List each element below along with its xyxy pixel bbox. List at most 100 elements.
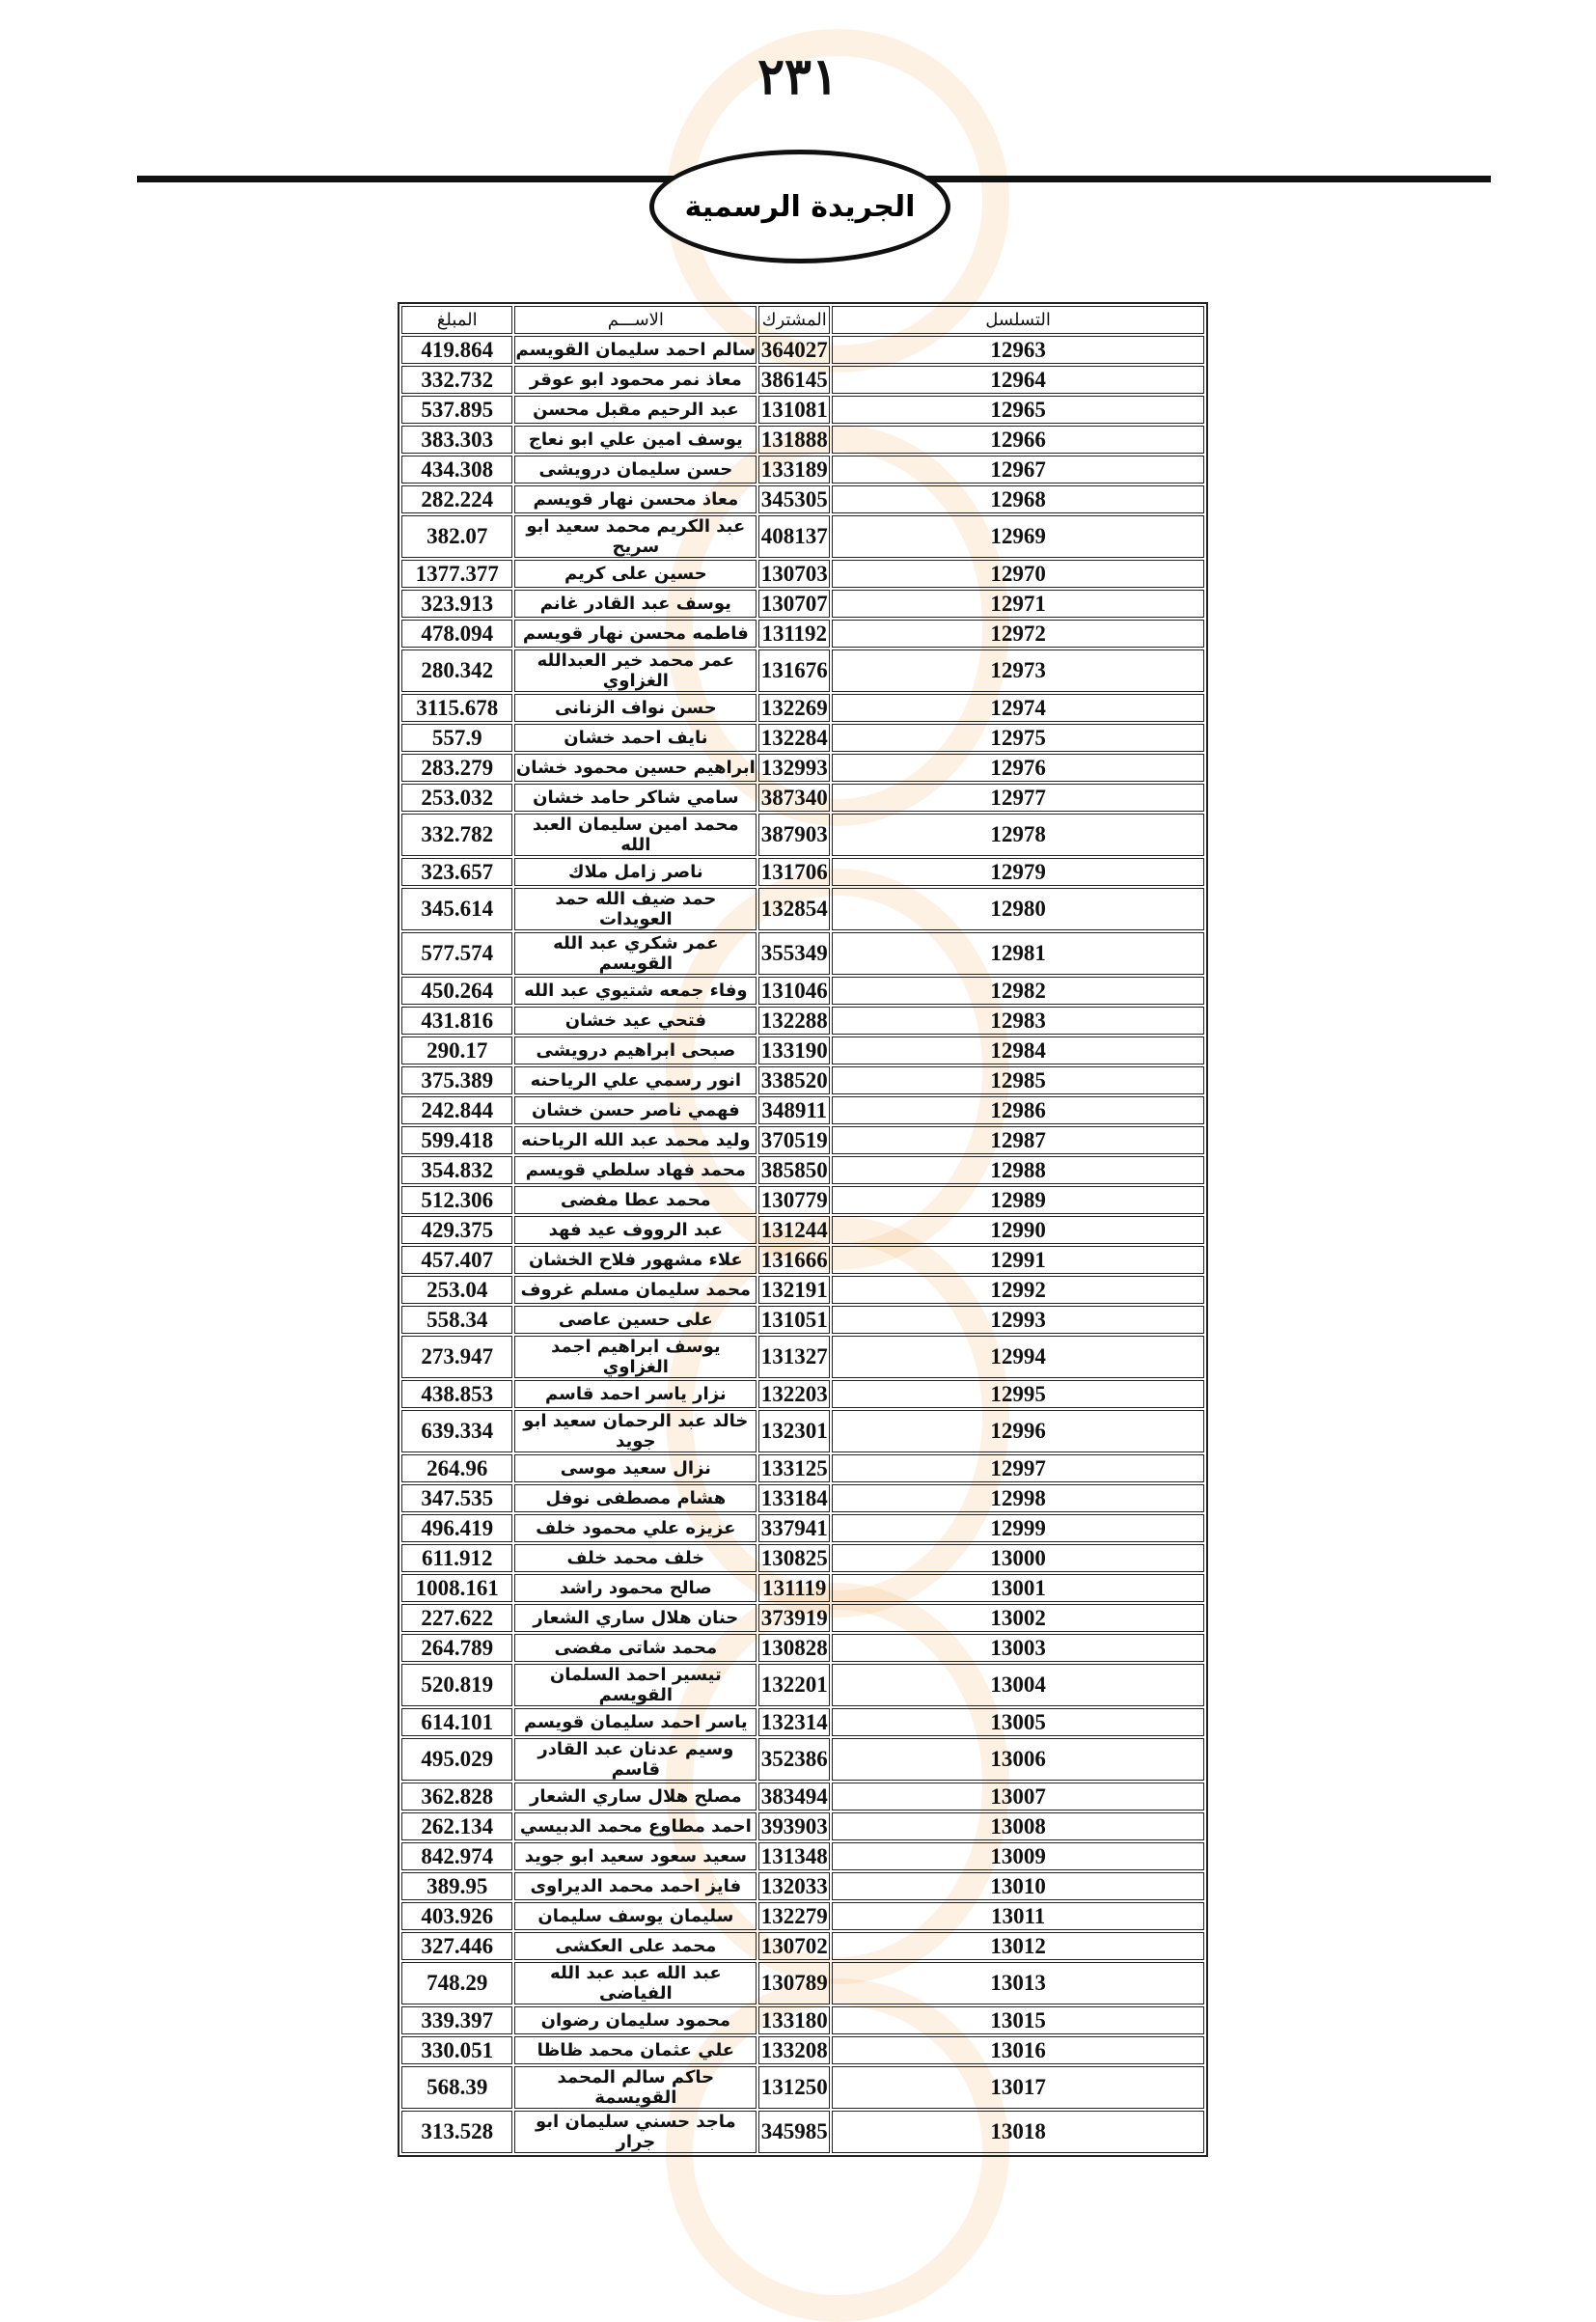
table-row: 429.375 عبد الرووف عيد فهد 131244 12990 [401,1216,1204,1244]
cell-amount: 577.574 [401,932,513,975]
cell-amount: 431.816 [401,1007,513,1035]
cell-subscriber: 337941 [758,1514,831,1542]
cell-amount: 614.101 [401,1708,513,1736]
cell-subscriber: 393903 [758,1812,831,1840]
table-row: 345.614 حمد ضيف الله حمد العويدات 132854 12… [401,888,1204,930]
cell-serial: 13004 [832,1664,1204,1706]
cell-subscriber: 373919 [758,1604,831,1632]
cell-name: على حسين عاصى [514,1306,757,1334]
cell-serial: 13000 [832,1544,1204,1572]
cell-amount: 280.342 [401,650,513,692]
cell-amount: 375.389 [401,1066,513,1094]
cell-subscriber: 132203 [758,1380,831,1408]
cell-name: محمد فهاد سلطي قويسم [514,1156,757,1184]
cell-name: يوسف ابراهيم اجمد الغزاوي [514,1336,757,1378]
cell-subscriber: 131119 [758,1574,831,1602]
table-row: 389.95 فايز احمد محمد الديراوى 132033 13010 [401,1872,1204,1900]
cell-name: سليمان يوسف سليمان [514,1902,757,1930]
cell-amount: 347.535 [401,1484,513,1512]
cell-subscriber: 133125 [758,1454,831,1482]
cell-name: سامي شاكر حامد خشان [514,784,757,812]
table-row: 1377.377 حسين على كريم 130703 12970 [401,560,1204,588]
cell-subscriber: 355349 [758,932,831,975]
cell-name: عمر شكري عبد الله القويسم [514,932,757,975]
table-row: 330.051 علي عثمان محمد ظاظا 133208 13016 [401,2036,1204,2064]
table-row: 382.07 عبد الكريم محمد سعيد ابو سريح 40813… [401,515,1204,558]
cell-amount: 557.9 [401,724,513,752]
cell-name: محمد امين سليمان العبد الله [514,814,757,856]
cell-serial: 13006 [832,1738,1204,1781]
cell-name: محمد على العكشى [514,1932,757,1960]
cell-subscriber: 131046 [758,977,831,1005]
cell-subscriber: 131081 [758,396,831,424]
table-row: 568.39 حاكم سالم المحمد القويسمة 131250 130… [401,2066,1204,2109]
cell-serial: 12982 [832,977,1204,1005]
cell-name: محمد عطا مفضى [514,1186,757,1214]
cell-serial: 13005 [832,1708,1204,1736]
cell-subscriber: 131666 [758,1246,831,1274]
table-row: 227.622 حنان هلال ساري الشعار 373919 13002 [401,1604,1204,1632]
cell-subscriber: 132033 [758,1872,831,1900]
cell-name: ابراهيم حسين محمود خشان [514,754,757,782]
cell-serial: 12968 [832,485,1204,513]
cell-name: صالح محمود راشد [514,1574,757,1602]
cell-subscriber: 131676 [758,650,831,692]
cell-name: ناصر زامل ملاك [514,858,757,886]
cell-name: عبد الكريم محمد سعيد ابو سريح [514,515,757,558]
cell-name: نزال سعيد موسى [514,1454,757,1482]
table-row: 748.29 عبد الله عبد عبد الله الفياضى 13078… [401,1962,1204,2004]
cell-subscriber: 133208 [758,2036,831,2064]
cell-serial: 12984 [832,1037,1204,1064]
cell-name: عبد الله عبد عبد الله الفياضى [514,1962,757,2004]
cell-subscriber: 131327 [758,1336,831,1378]
cell-subscriber: 130789 [758,1962,831,2004]
cell-serial: 13002 [832,1604,1204,1632]
table-row: 354.832 محمد فهاد سلطي قويسم 385850 12988 [401,1156,1204,1184]
cell-amount: 748.29 [401,1962,513,2004]
cell-name: تيسير احمد السلمان القويسم [514,1664,757,1706]
cell-name: عبد الرووف عيد فهد [514,1216,757,1244]
cell-name: سعيد سعود سعيد ابو جويد [514,1842,757,1870]
cell-amount: 362.828 [401,1783,513,1811]
cell-name: احمد مطاوع محمد الدبيسي [514,1812,757,1840]
cell-name: محمد سليمان مسلم غروف [514,1276,757,1304]
cell-serial: 12975 [832,724,1204,752]
table-row: 403.926 سليمان يوسف سليمان 132279 13011 [401,1902,1204,1930]
table-row: 347.535 هشام مصطفى نوفل 133184 12998 [401,1484,1204,1512]
table-row: 614.101 ياسر احمد سليمان قويسم 132314 13005 [401,1708,1204,1736]
table-row: 450.264 وفاء جمعه شتيوي عبد الله 131046 129… [401,977,1204,1005]
cell-amount: 419.864 [401,336,513,364]
cell-serial: 13001 [832,1574,1204,1602]
cell-subscriber: 132993 [758,754,831,782]
cell-amount: 339.397 [401,2006,513,2034]
cell-serial: 12977 [832,784,1204,812]
cell-subscriber: 132279 [758,1902,831,1930]
cell-serial: 12976 [832,754,1204,782]
cell-amount: 323.657 [401,858,513,886]
cell-subscriber: 408137 [758,515,831,558]
cell-amount: 323.913 [401,590,513,618]
cell-serial: 12971 [832,590,1204,618]
cell-name: عزيزه علي محمود خلف [514,1514,757,1542]
cell-amount: 3115.678 [401,694,513,722]
cell-amount: 354.832 [401,1156,513,1184]
cell-serial: 12994 [832,1336,1204,1378]
cell-subscriber: 131192 [758,620,831,648]
cell-name: معاذ نمر محمود ابو عوقر [514,366,757,394]
cell-name: عمر محمد خير العبدالله الغزاوي [514,650,757,692]
cell-name: وسيم عدنان عبد القادر قاسم [514,1738,757,1781]
cell-serial: 12972 [832,620,1204,648]
column-header-subscriber: المشترك [758,306,831,334]
cell-subscriber: 132314 [758,1708,831,1736]
cell-amount: 403.926 [401,1902,513,1930]
cell-subscriber: 133180 [758,2006,831,2034]
cell-subscriber: 345305 [758,485,831,513]
cell-name: ماجد حسني سليمان ابو جرار [514,2111,757,2153]
cell-serial: 12973 [832,650,1204,692]
cell-subscriber: 130779 [758,1186,831,1214]
cell-subscriber: 131250 [758,2066,831,2109]
cell-amount: 611.912 [401,1544,513,1572]
cell-name: حسين على كريم [514,560,757,588]
cell-serial: 12965 [832,396,1204,424]
cell-amount: 262.134 [401,1812,513,1840]
